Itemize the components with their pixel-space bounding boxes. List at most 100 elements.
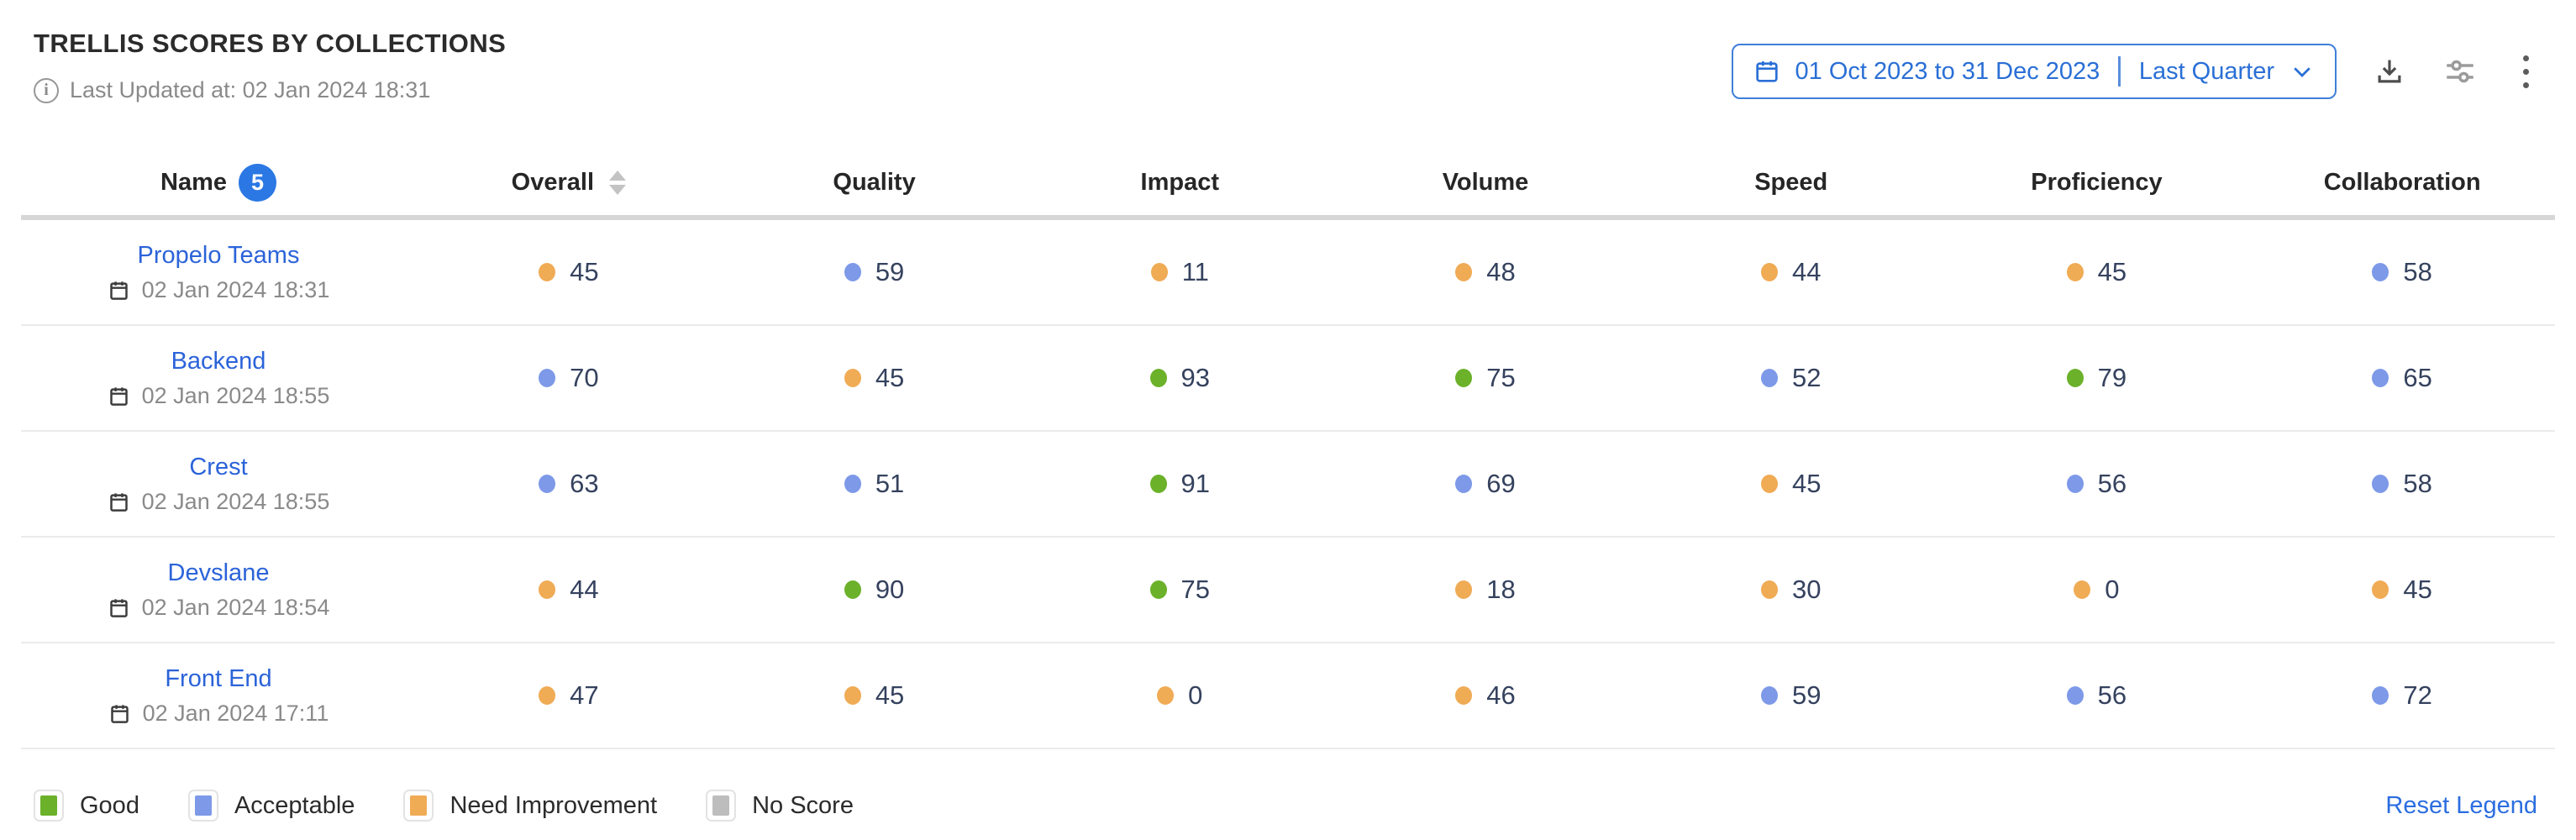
- score-status-dot: [844, 686, 861, 705]
- score-cell: 45: [722, 680, 1028, 711]
- score-cell: 45: [722, 363, 1028, 393]
- score-status-dot: [1150, 263, 1168, 281]
- column-header-quality: Quality: [722, 169, 1028, 197]
- page-header: TRELLIS SCORES BY COLLECTIONS i Last Upd…: [34, 29, 506, 103]
- score-value: 63: [570, 469, 599, 498]
- collection-name-link[interactable]: Backend: [171, 347, 266, 375]
- score-cell: 30: [1638, 575, 1944, 605]
- reset-legend-link[interactable]: Reset Legend: [2385, 791, 2537, 819]
- score-cell: 59: [1638, 680, 1944, 711]
- row-date: 02 Jan 2024 17:11: [142, 700, 329, 726]
- column-header-label: Speed: [1754, 168, 1828, 196]
- score-cell: 69: [1333, 469, 1638, 499]
- settings-button[interactable]: [2442, 54, 2478, 89]
- legend-label: Need Improvement: [449, 791, 658, 819]
- score-value: 75: [1486, 363, 1516, 392]
- score-status-dot: [844, 369, 861, 387]
- scores-table: Name 5 Overall Quality Impact Volume Spe…: [21, 150, 2555, 749]
- download-icon: [2378, 60, 2401, 83]
- calendar-icon: [108, 490, 130, 514]
- score-value: 47: [570, 680, 599, 710]
- date-range-button[interactable]: 01 Oct 2023 to 31 Dec 2023 Last Quarter: [1731, 44, 2337, 99]
- calendar-icon: [108, 701, 131, 726]
- score-status-dot: [844, 580, 861, 599]
- score-value: 45: [570, 257, 599, 286]
- score-value: 75: [1180, 575, 1211, 604]
- score-cell: 11: [1027, 257, 1333, 287]
- score-status-dot: [539, 369, 556, 387]
- score-cell: 0: [1027, 680, 1333, 711]
- score-status-dot: [1760, 369, 1778, 387]
- legend-swatch-icon: [403, 790, 434, 822]
- score-status-dot: [539, 475, 556, 493]
- table-body: Propelo Teams 02 Jan 2024 18:31 45 59: [21, 220, 2555, 749]
- legend-swatch-icon: [187, 790, 218, 822]
- collection-name-link[interactable]: Front End: [165, 664, 272, 692]
- date-range-text: 01 Oct 2023 to 31 Dec 2023: [1795, 57, 2100, 85]
- score-cell: 45: [1944, 257, 2250, 287]
- legend-item[interactable]: Need Improvement: [403, 790, 657, 822]
- legend-swatch-icon: [706, 790, 737, 822]
- score-value: 0: [2105, 575, 2120, 604]
- score-status-dot: [1455, 580, 1473, 599]
- score-value: 59: [1791, 680, 1822, 710]
- score-status-dot: [539, 263, 556, 281]
- legend-label: No Score: [752, 791, 854, 819]
- date-preset-text: Last Quarter: [2138, 57, 2274, 85]
- score-status-dot: [1760, 686, 1778, 705]
- score-status-dot: [1760, 263, 1778, 281]
- score-status-dot: [1760, 580, 1778, 599]
- score-status-dot: [844, 475, 861, 493]
- score-cell: 79: [1944, 363, 2250, 393]
- score-cell: 56: [1944, 469, 2250, 499]
- score-cell: 58: [2249, 469, 2555, 499]
- download-button[interactable]: [2374, 55, 2405, 87]
- score-cell: 58: [2249, 257, 2555, 287]
- column-header-label: Proficiency: [2031, 168, 2163, 196]
- legend-item[interactable]: Good: [34, 790, 139, 822]
- column-header-speed: Speed: [1638, 169, 1944, 197]
- collection-name-link[interactable]: Devslane: [167, 559, 270, 586]
- column-header-overall[interactable]: Overall: [416, 169, 722, 197]
- score-value: 0: [1188, 680, 1203, 710]
- score-value: 69: [1486, 469, 1516, 498]
- score-status-dot: [1455, 475, 1473, 493]
- score-cell: 70: [416, 363, 722, 393]
- score-cell: 45: [1638, 469, 1944, 499]
- score-status-dot: [1455, 686, 1473, 705]
- table-row: Front End 02 Jan 2024 17:11 47 45: [21, 643, 2555, 749]
- score-cell: 46: [1333, 680, 1638, 711]
- column-header-volume: Volume: [1333, 169, 1638, 197]
- score-status-dot: [1455, 369, 1473, 387]
- score-status-dot: [1760, 475, 1778, 493]
- score-status-dot: [1149, 475, 1167, 493]
- column-header-label: Collaboration: [2323, 168, 2481, 196]
- score-status-dot: [1149, 580, 1167, 599]
- score-value: 91: [1180, 469, 1211, 498]
- score-cell: 75: [1027, 575, 1333, 605]
- page-title: TRELLIS SCORES BY COLLECTIONS: [34, 29, 507, 58]
- score-value: 46: [1486, 680, 1516, 710]
- score-value: 45: [875, 680, 905, 710]
- legend-item[interactable]: No Score: [706, 790, 854, 822]
- score-value: 58: [2403, 257, 2432, 286]
- score-value: 44: [1791, 257, 1822, 286]
- score-cell: 45: [2249, 575, 2555, 605]
- column-header-label: Volume: [1442, 168, 1529, 196]
- score-value: 45: [1791, 469, 1822, 498]
- more-options-button[interactable]: [2515, 52, 2537, 92]
- collection-name-link[interactable]: Propelo Teams: [137, 241, 300, 269]
- toolbar: 01 Oct 2023 to 31 Dec 2023 Last Quarter: [1731, 44, 2537, 99]
- score-status-dot: [844, 263, 861, 281]
- score-cell: 52: [1638, 363, 1944, 393]
- score-cell: 0: [1944, 575, 2250, 605]
- legend-item[interactable]: Acceptable: [187, 790, 355, 822]
- table-row: Propelo Teams 02 Jan 2024 18:31 45 59: [21, 220, 2555, 326]
- sliders-icon: [2447, 60, 2473, 83]
- score-value: 56: [2097, 680, 2127, 710]
- score-value: 51: [875, 469, 905, 498]
- table-row: Crest 02 Jan 2024 18:55 63 51 91: [21, 432, 2555, 538]
- score-cell: 45: [416, 257, 722, 287]
- collection-name-link[interactable]: Crest: [189, 453, 248, 480]
- column-header-proficiency: Proficiency: [1944, 169, 2250, 197]
